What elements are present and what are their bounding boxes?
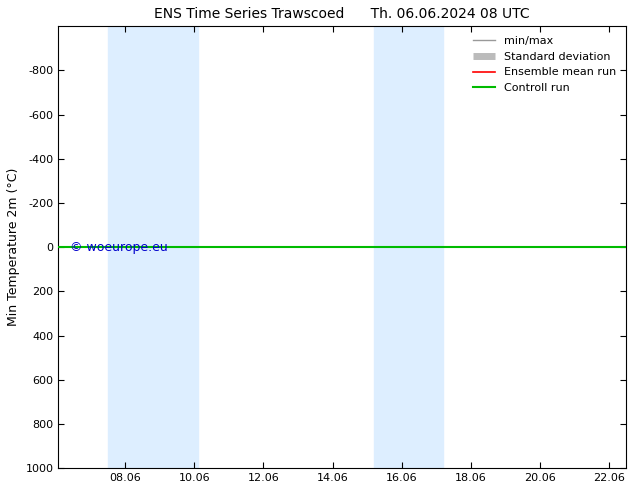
Y-axis label: Min Temperature 2m (°C): Min Temperature 2m (°C) [7, 168, 20, 326]
Legend: min/max, Standard deviation, Ensemble mean run, Controll run: min/max, Standard deviation, Ensemble me… [469, 32, 621, 98]
Bar [108, 26, 198, 468]
Bar [374, 26, 443, 468]
Text: © woeurope.eu: © woeurope.eu [70, 241, 167, 254]
Title: ENS Time Series Trawscoed      Th. 06.06.2024 08 UTC: ENS Time Series Trawscoed Th. 06.06.2024… [155, 7, 530, 21]
